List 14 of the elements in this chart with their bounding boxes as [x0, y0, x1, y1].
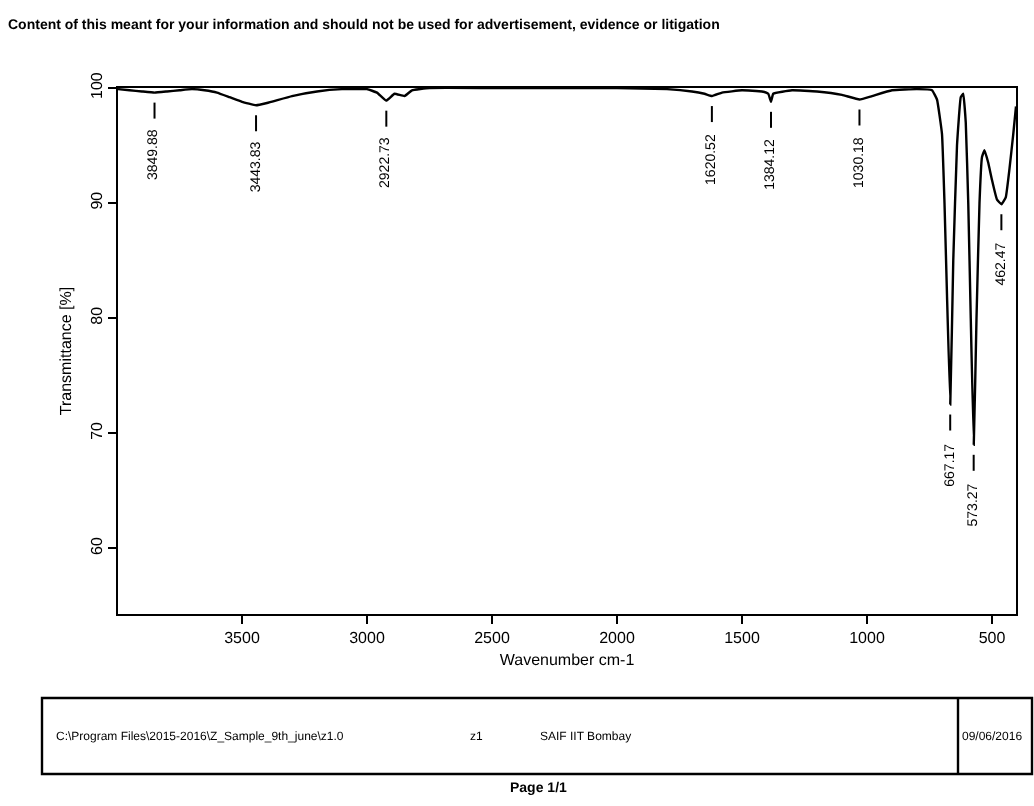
y-tick-label: 100 [87, 71, 106, 99]
x-tick-label: 1500 [724, 629, 761, 648]
x-tick-label: 500 [978, 629, 1007, 648]
y-tick-label: 70 [87, 420, 106, 440]
y-tick-label: 90 [87, 190, 106, 210]
x-tick-label: 3500 [224, 629, 261, 648]
x-axis-title: Wavenumber cm-1 [499, 651, 636, 670]
y-tick-label: 80 [87, 305, 106, 325]
x-tick-label: 2500 [474, 629, 511, 648]
y-tick-label: 60 [87, 536, 106, 555]
x-tick-label: 1000 [849, 629, 886, 648]
x-tick-label: 2000 [599, 629, 636, 648]
x-tick-label: 3000 [349, 629, 386, 648]
y-axis-title: Transmittance [%] [57, 286, 75, 416]
